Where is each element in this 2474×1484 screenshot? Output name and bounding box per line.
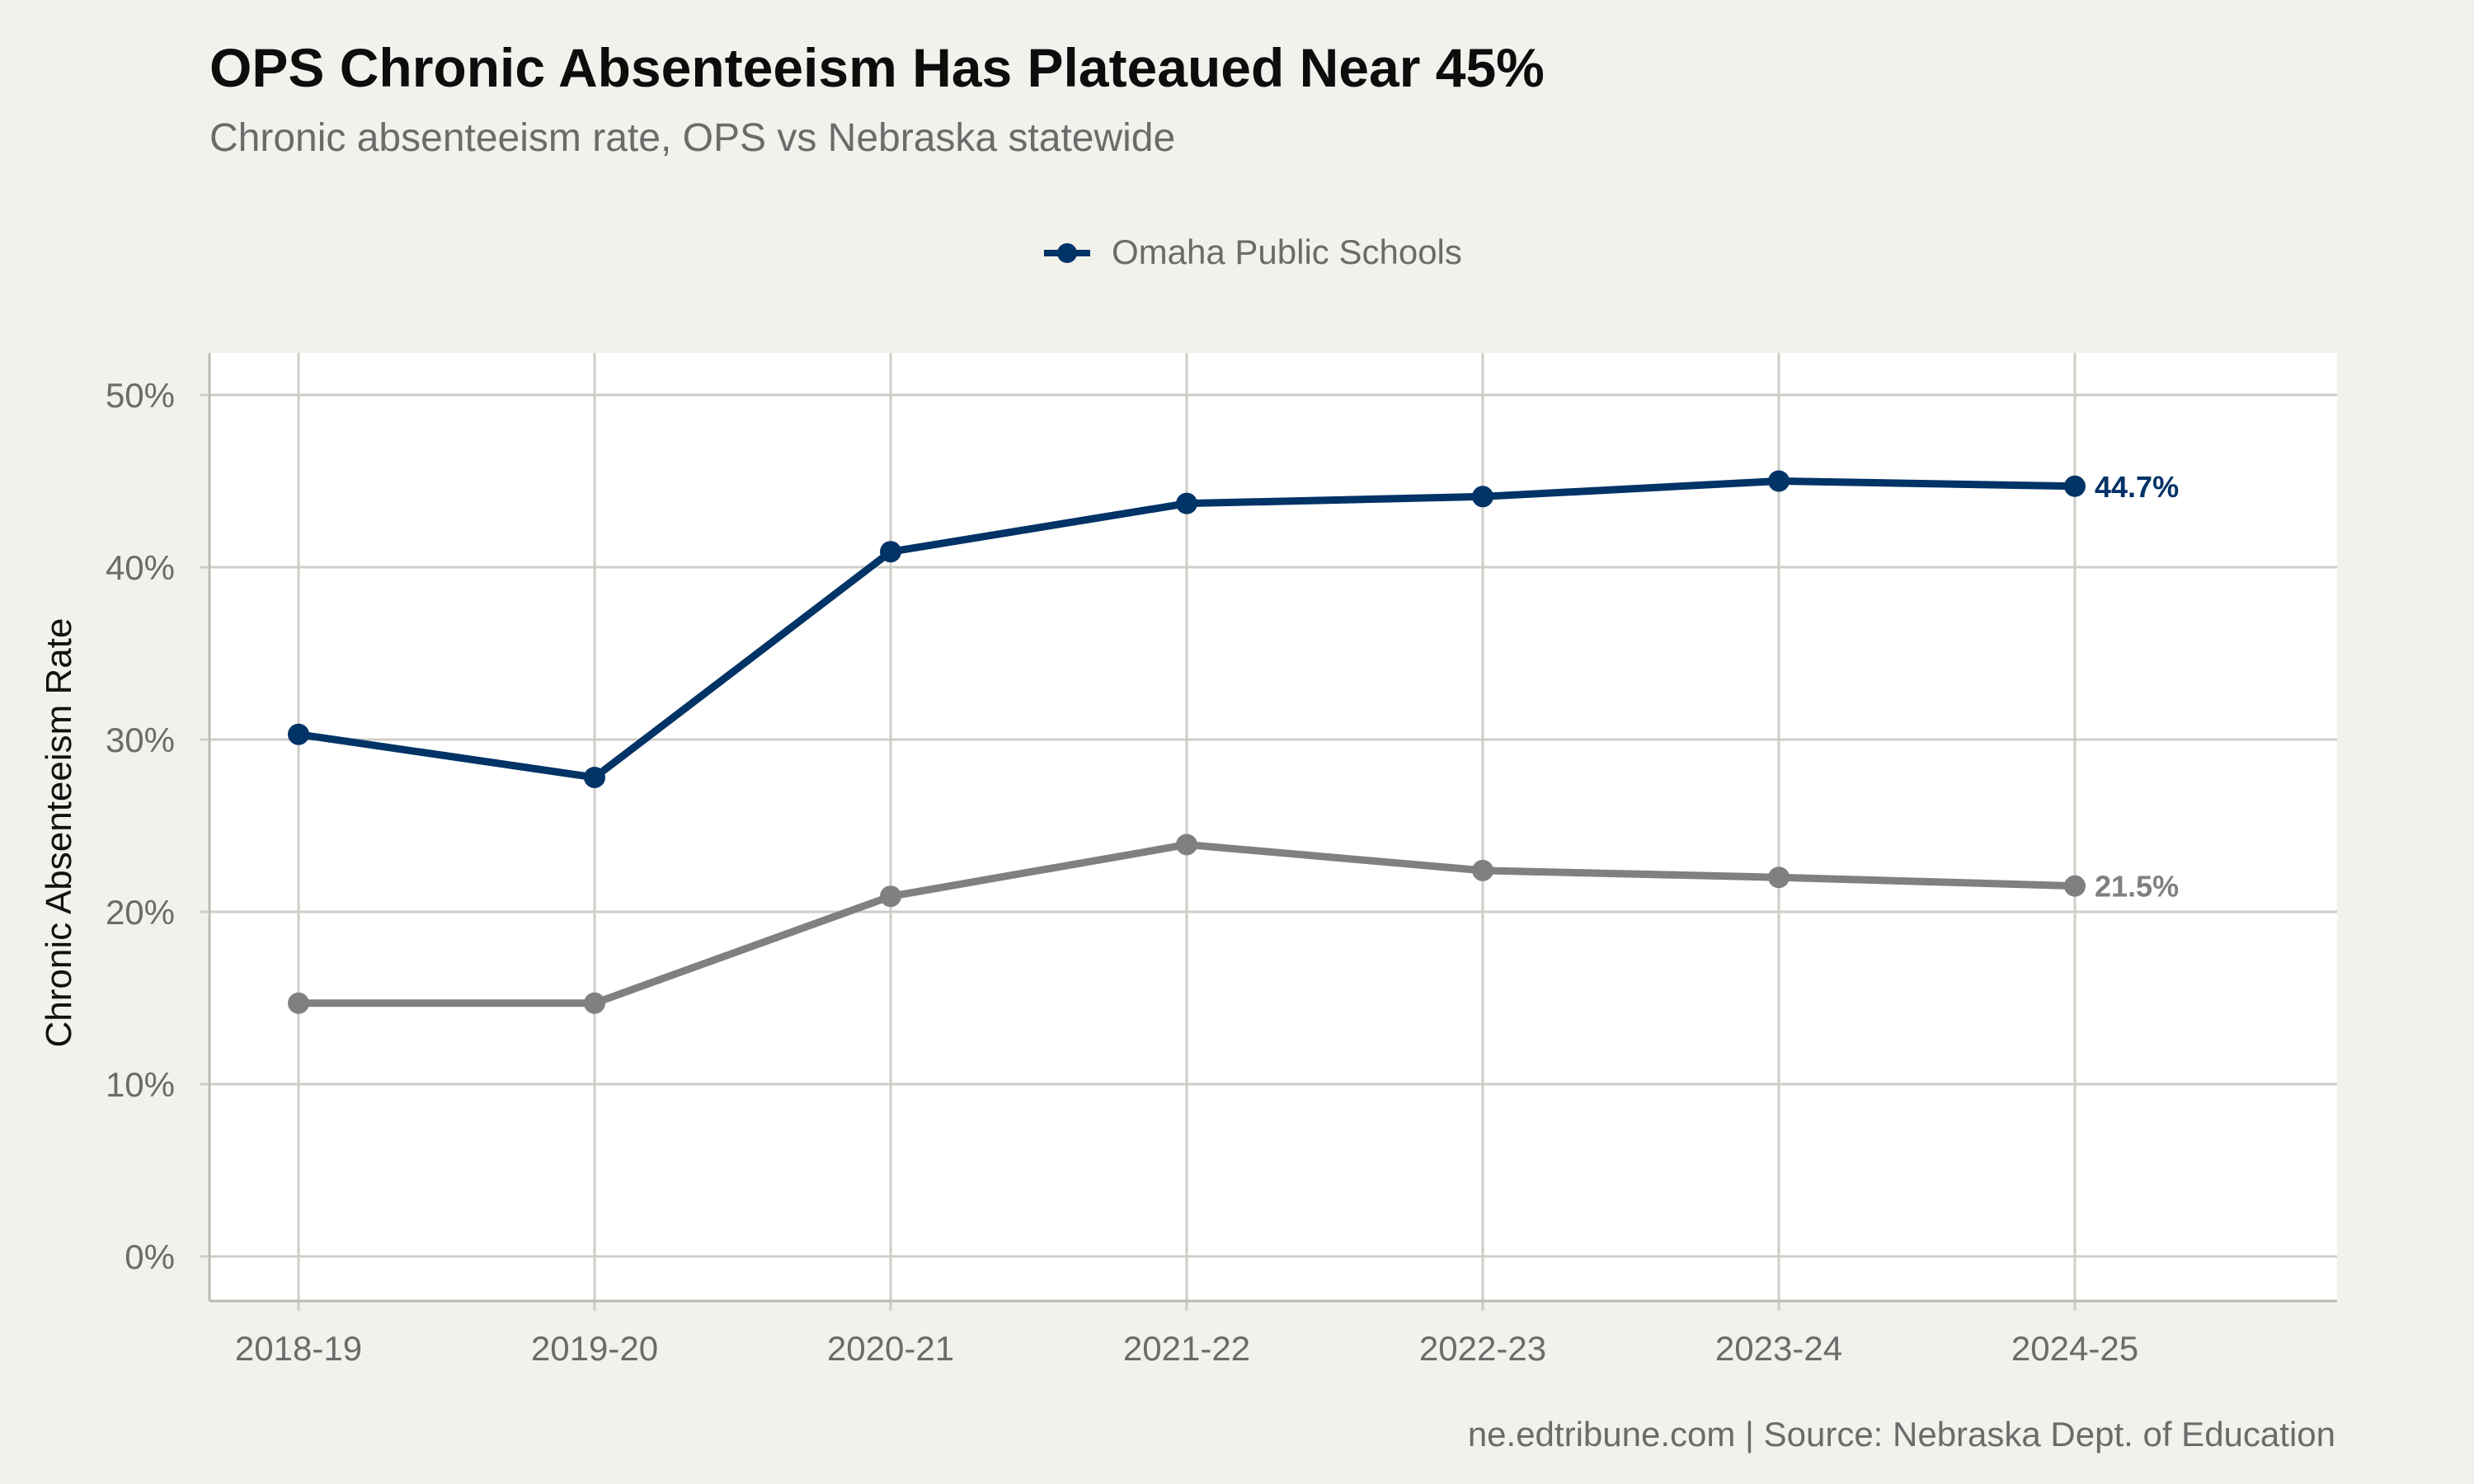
series-ops (288, 470, 2086, 788)
end-label-ops: 44.7% (2095, 470, 2179, 504)
data-point-ops (1176, 492, 1197, 514)
end-labels: 21.5% 44.7% (2095, 470, 2179, 904)
chart-subtitle: Chronic absenteeism rate, OPS vs Nebrask… (209, 116, 1176, 160)
data-point-ops (880, 541, 901, 563)
data-point-statewide (2064, 875, 2086, 897)
y-tick-label: 20% (106, 893, 175, 932)
data-point-statewide (1176, 834, 1197, 856)
x-tick-label: 2022-23 (1419, 1329, 1546, 1368)
end-label-statewide: 21.5% (2095, 870, 2179, 904)
y-tick-label: 10% (106, 1065, 175, 1104)
series-statewide (288, 834, 2086, 1014)
data-point-statewide (1768, 866, 1790, 889)
plot-panel (209, 353, 2337, 1301)
chart-title: OPS Chronic Absenteeism Has Plateaued Ne… (209, 37, 1545, 98)
y-tick-label: 50% (106, 376, 175, 415)
x-tick-label: 2024-25 (2011, 1329, 2138, 1368)
legend-label-ops: Omaha Public Schools (1112, 232, 1462, 271)
legend-dot-swatch (1057, 243, 1077, 263)
x-tick-label: 2020-21 (827, 1329, 954, 1368)
axes: 0% 10% 20% 30% 40% 50% 2018-19 2019-20 2020-21 20… (106, 353, 2337, 1368)
x-tick-label: 2023-24 (1715, 1329, 1842, 1368)
data-point-ops (584, 766, 605, 788)
data-point-ops (288, 723, 309, 745)
data-point-ops (1768, 470, 1790, 492)
y-tick-label: 40% (106, 548, 175, 587)
data-point-ops (1472, 486, 1493, 508)
data-point-statewide (288, 992, 309, 1014)
legend-key-ops (1044, 229, 1090, 275)
data-point-ops (2064, 475, 2086, 497)
grid-lines (209, 353, 2337, 1301)
x-tick-label: 2021-22 (1123, 1329, 1250, 1368)
series (288, 470, 2086, 1014)
x-tick-label: 2019-20 (531, 1329, 658, 1368)
data-point-statewide (880, 885, 901, 908)
source-caption: ne.edtribune.com | Source: Nebraska Dept… (1467, 1415, 2335, 1453)
y-tick-label: 0% (125, 1237, 175, 1276)
x-tick-label: 2018-19 (235, 1329, 362, 1368)
data-point-statewide (584, 992, 605, 1014)
legend: Omaha Public Schools (1044, 229, 1462, 275)
y-tick-label: 30% (106, 721, 175, 759)
data-point-statewide (1472, 859, 1493, 881)
